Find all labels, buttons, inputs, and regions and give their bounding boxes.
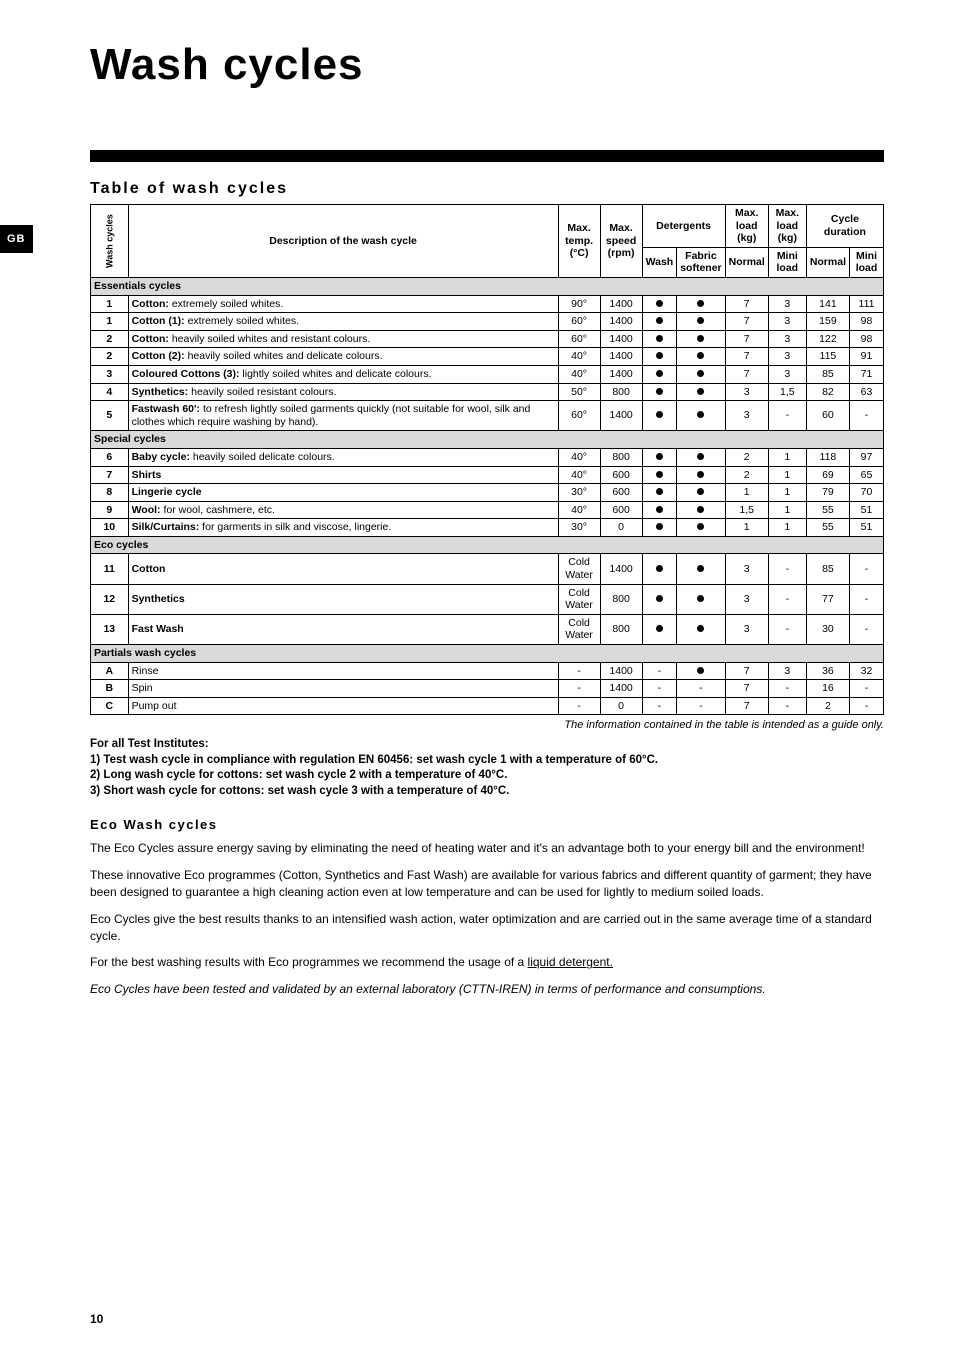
table-row: Essentials cycles: [91, 277, 884, 295]
table-row: Eco cycles: [91, 536, 884, 554]
col-fabric-softener: Fabric softener: [677, 247, 725, 277]
table-row: 9Wool: for wool, cashmere, etc.40°6001,5…: [91, 501, 884, 519]
table-row: 11CottonCold Water14003-85-: [91, 554, 884, 584]
table-row: CPump out-0--7-2-: [91, 697, 884, 715]
table-row: 8Lingerie cycle30°600117970: [91, 484, 884, 502]
eco-p5: Eco Cycles have been tested and validate…: [90, 981, 884, 998]
guide-note: The information contained in the table i…: [90, 719, 884, 731]
page-number: 10: [90, 1312, 103, 1326]
table-row: 4Synthetics: heavily soiled resistant co…: [91, 383, 884, 401]
col-max-load-mini: Max. load (kg): [768, 205, 806, 248]
col-mini-load: Mini load: [768, 247, 806, 277]
table-row: 1Cotton (1): extremely soiled whites.60°…: [91, 313, 884, 331]
eco-p3: Eco Cycles give the best results thanks …: [90, 911, 884, 945]
col-detergents: Detergents: [642, 205, 725, 248]
table-row: 6Baby cycle: heavily soiled delicate col…: [91, 448, 884, 466]
table-row: Special cycles: [91, 431, 884, 449]
eco-heading: Eco Wash cycles: [90, 817, 884, 832]
col-duration-mini: Mini load: [850, 247, 884, 277]
institutes-block: For all Test Institutes: 1) Test wash cy…: [90, 737, 884, 799]
eco-p2: These innovative Eco programmes (Cotton,…: [90, 867, 884, 901]
col-wash: Wash: [642, 247, 677, 277]
wash-cycles-table: Wash cycles Description of the wash cycl…: [90, 204, 884, 715]
inst-line-3: 3) Short wash cycle for cottons: set was…: [90, 785, 509, 797]
col-duration-normal: Normal: [806, 247, 849, 277]
table-row: 1Cotton: extremely soiled whites.90°1400…: [91, 295, 884, 313]
table-body: Essentials cycles1Cotton: extremely soil…: [91, 277, 884, 714]
eco-p4: For the best washing results with Eco pr…: [90, 954, 884, 971]
col-normal-load: Normal: [725, 247, 768, 277]
col-description: Description of the wash cycle: [128, 205, 558, 278]
table-row: ARinse-1400-733632: [91, 662, 884, 680]
table-row: BSpin-1400--7-16-: [91, 680, 884, 698]
divider-bar: [90, 150, 884, 162]
col-cycle-duration: Cycle duration: [806, 205, 883, 248]
table-row: 12SyntheticsCold Water8003-77-: [91, 584, 884, 614]
eco-p4-pre: For the best washing results with Eco pr…: [90, 955, 528, 969]
language-tab: GB: [0, 225, 33, 253]
table-row: 7Shirts40°600216965: [91, 466, 884, 484]
page-title: Wash cycles: [90, 40, 884, 90]
table-row: 2Cotton (2): heavily soiled whites and d…: [91, 348, 884, 366]
table-header-row-1: Wash cycles Description of the wash cycl…: [91, 205, 884, 248]
table-row: 2Cotton: heavily soiled whites and resis…: [91, 330, 884, 348]
col-max-speed: Max. speed (rpm): [600, 205, 642, 278]
col-wash-cycles: Wash cycles: [91, 205, 129, 278]
col-max-load: Max. load (kg): [725, 205, 768, 248]
inst-line-2: 2) Long wash cycle for cottons: set wash…: [90, 769, 507, 781]
table-row: 10Silk/Curtains: for garments in silk an…: [91, 519, 884, 537]
col-max-temp: Max. temp. (°C): [558, 205, 600, 278]
eco-p4-underline: liquid detergent.: [528, 955, 613, 969]
table-row: 13Fast WashCold Water8003-30-: [91, 614, 884, 644]
table-heading: Table of wash cycles: [90, 180, 884, 198]
document-page: GB Wash cycles Table of wash cycles Wash…: [0, 0, 954, 1351]
table-row: 5Fastwash 60': to refresh lightly soiled…: [91, 401, 884, 431]
eco-p1: The Eco Cycles assure energy saving by e…: [90, 840, 884, 857]
table-row: 3Coloured Cottons (3): lightly soiled wh…: [91, 365, 884, 383]
inst-line-1: 1) Test wash cycle in compliance with re…: [90, 754, 658, 766]
inst-title: For all Test Institutes:: [90, 738, 209, 750]
table-row: Partials wash cycles: [91, 645, 884, 663]
